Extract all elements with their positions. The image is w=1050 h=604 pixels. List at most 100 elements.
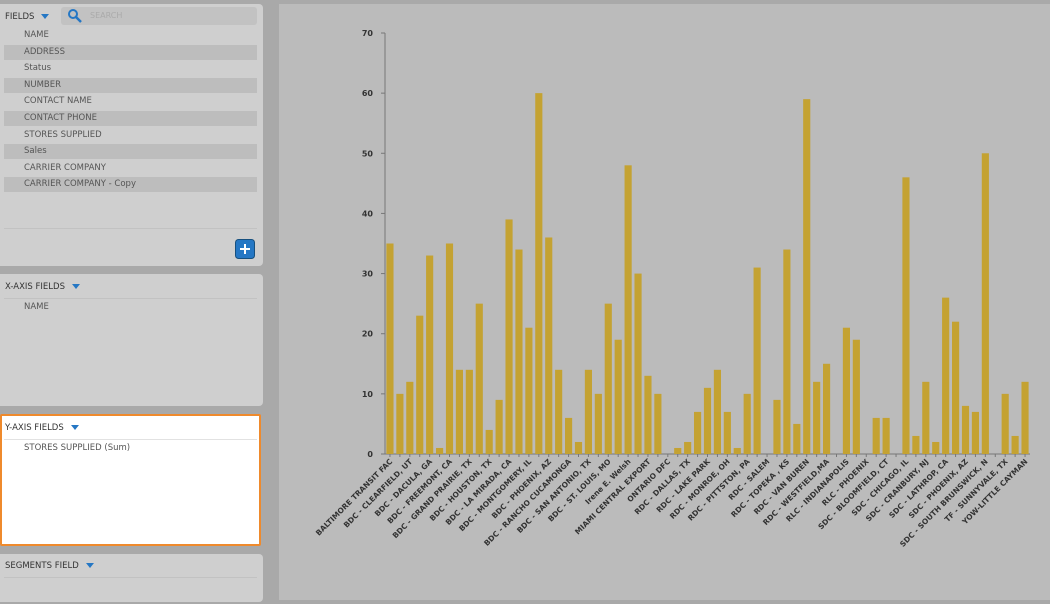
- bar: [614, 339, 622, 454]
- bar: [842, 327, 850, 454]
- x-axis-item[interactable]: NAME: [24, 302, 49, 312]
- bar: [505, 219, 513, 454]
- bar: [743, 393, 751, 454]
- y-axis-title: Y-AXIS FIELDS: [5, 423, 79, 433]
- y-axis-label: Y-AXIS FIELDS: [5, 423, 64, 433]
- y-tick-label: 40: [362, 209, 374, 218]
- bar: [803, 99, 811, 455]
- field-item[interactable]: CONTACT PHONE: [4, 111, 257, 126]
- y-tick-label: 70: [362, 29, 374, 38]
- y-tick-label: 60: [362, 89, 374, 98]
- bar: [545, 237, 553, 454]
- y-tick-label: 10: [362, 390, 374, 399]
- segments-title: SEGMENTS FIELD: [5, 561, 94, 571]
- field-item[interactable]: CARRIER COMPANY: [24, 162, 106, 173]
- bar: [455, 369, 463, 454]
- fields-panel: FIELDS SEARCH NAME ADDRESS Status NUMBER CON…: [0, 4, 263, 266]
- y-axis-item[interactable]: STORES SUPPLIED (Sum): [24, 443, 131, 453]
- search-box[interactable]: SEARCH: [61, 7, 257, 25]
- bar: [723, 411, 731, 454]
- bar: [852, 339, 860, 454]
- bar: [912, 435, 920, 454]
- bar: [773, 399, 781, 454]
- divider: [4, 298, 257, 299]
- bar: [882, 417, 890, 454]
- bar: [475, 303, 483, 454]
- y-tick-label: 50: [362, 149, 374, 158]
- bar: [1021, 381, 1029, 454]
- bar: [624, 165, 632, 455]
- x-axis-title: X-AXIS FIELDS: [5, 282, 80, 292]
- bar: [495, 399, 503, 454]
- field-item[interactable]: ADDRESS: [4, 44, 257, 60]
- bar: [436, 447, 444, 454]
- bar: [584, 369, 592, 454]
- bar: [753, 267, 761, 454]
- bar: [485, 429, 493, 454]
- caret[interactable]: [85, 563, 94, 568]
- fields-title: FIELDS: [5, 12, 50, 22]
- field-item[interactable]: NUMBER: [4, 77, 257, 93]
- y-tick-label: 0: [367, 450, 373, 459]
- bar: [971, 411, 979, 454]
- fields-label: FIELDS: [5, 12, 35, 22]
- bar: [594, 393, 602, 454]
- search-placeholder: SEARCH: [90, 11, 123, 20]
- bar: [902, 177, 910, 455]
- caret[interactable]: [41, 14, 50, 19]
- y-tick-label: 20: [362, 330, 374, 339]
- bar: [396, 393, 404, 454]
- bar: [574, 441, 583, 454]
- y-axis-panel: Y-AXIS FIELDS STORES SUPPLIED (Sum): [0, 414, 261, 546]
- field-item[interactable]: Sales: [4, 144, 257, 160]
- caret[interactable]: [70, 425, 79, 430]
- search-icon: [68, 9, 82, 23]
- x-axis-panel: X-AXIS FIELDS NAME: [0, 274, 263, 406]
- caret[interactable]: [71, 284, 80, 289]
- field-item[interactable]: CONTACT NAME: [24, 96, 92, 107]
- bar: [684, 441, 692, 454]
- bar: [952, 321, 960, 454]
- field-item[interactable]: Status: [24, 63, 52, 74]
- bar: [981, 153, 989, 455]
- bar: [793, 423, 801, 454]
- bar: [426, 255, 434, 454]
- field-item[interactable]: NAME: [24, 30, 49, 40]
- segments-panel: SEGMENTS FIELD: [0, 554, 263, 602]
- bar: [465, 369, 473, 454]
- x-tick-label: BALTIMORE TRANSIT FAC: [314, 457, 395, 538]
- bar: [703, 387, 712, 454]
- bar: [823, 363, 831, 454]
- bar: [1001, 393, 1009, 454]
- bar: [674, 447, 682, 454]
- bar: [813, 381, 821, 454]
- bar: [733, 447, 741, 454]
- bar: [445, 243, 454, 454]
- bar: [654, 393, 662, 454]
- bar: [713, 369, 721, 454]
- divider: [4, 439, 257, 440]
- y-tick-label: 30: [362, 270, 374, 279]
- field-item[interactable]: STORES SUPPLIED: [24, 129, 102, 140]
- bar: [386, 243, 394, 454]
- x-axis-label: X-AXIS FIELDS: [5, 282, 65, 292]
- bar: [604, 303, 612, 454]
- add-button[interactable]: [235, 239, 255, 259]
- bar: [416, 315, 424, 454]
- bar: [961, 405, 970, 454]
- bar: [783, 249, 791, 454]
- bar: [1011, 435, 1019, 454]
- bar: [872, 417, 880, 454]
- bar: [515, 249, 523, 454]
- bar: [525, 327, 533, 454]
- bar: [535, 93, 543, 455]
- bar: [942, 297, 950, 454]
- bar: [555, 369, 563, 454]
- field-item[interactable]: CARRIER COMPANY - Copy: [4, 177, 257, 193]
- divider: [4, 577, 257, 578]
- segments-label: SEGMENTS FIELD: [5, 561, 79, 571]
- bar: [694, 411, 702, 454]
- bar: [406, 381, 414, 454]
